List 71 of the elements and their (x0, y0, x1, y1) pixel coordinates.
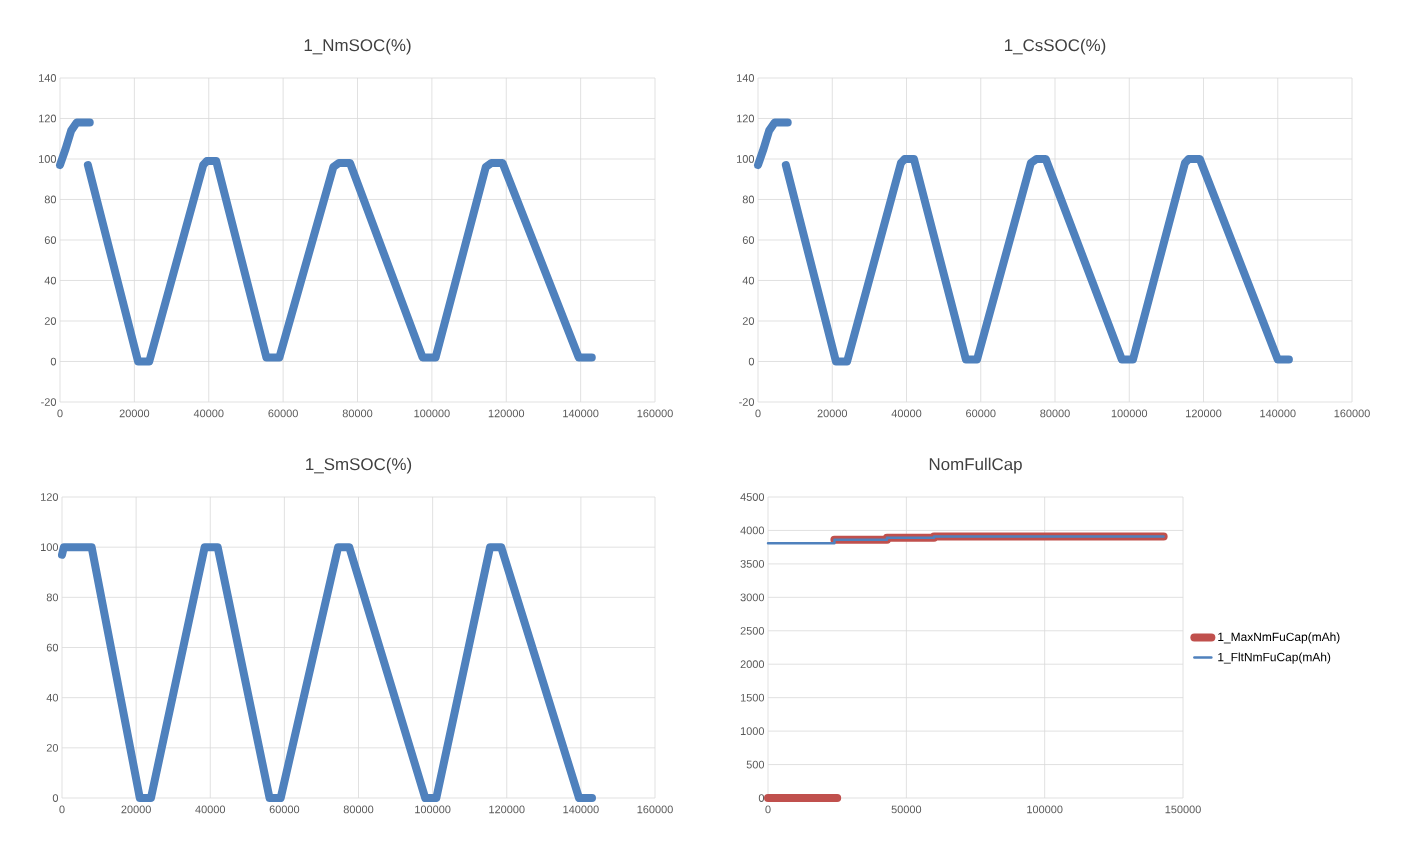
y-tick-label: 120 (39, 114, 57, 123)
x-tick-label: 80000 (342, 409, 373, 418)
x-tick-label: 40000 (891, 409, 922, 418)
x-tick-label: 140000 (563, 805, 599, 814)
y-tick-label: 0 (50, 357, 57, 366)
x-tick-label: 40000 (195, 805, 226, 814)
x-tick-label: 120000 (488, 409, 525, 418)
x-tick-label: 150000 (1165, 805, 1201, 814)
y-tick-label: 0 (758, 794, 765, 802)
y-tick-label: 2000 (740, 660, 765, 669)
x-tick-label: 60000 (966, 409, 996, 418)
y-tick-label: 60 (46, 643, 59, 652)
x-tick-label: 100000 (1027, 805, 1063, 814)
y-tick-label: 1000 (740, 727, 765, 735)
x-tick-label: 0 (765, 805, 771, 814)
y-tick-label: 3500 (740, 560, 765, 568)
x-tick-label: 160000 (637, 805, 673, 814)
x-tick-label: 160000 (1334, 409, 1370, 418)
x-tick-label: 40000 (193, 409, 224, 418)
x-tick-label: 140000 (563, 409, 599, 418)
y-tick-label: 100 (41, 543, 59, 552)
y-tick-label: 2500 (740, 626, 765, 635)
y-tick-label: 100 (737, 155, 755, 163)
y-tick-label: 40 (742, 276, 755, 285)
legend-label: 1_FltNmFuCap(mAh) (1218, 652, 1331, 664)
y-tick-label: -20 (739, 398, 755, 406)
y-tick-label: 3000 (740, 593, 765, 602)
y-tick-label: 140 (39, 74, 57, 82)
chart-title: 1_SmSOC(%) (306, 457, 412, 474)
y-tick-label: 4500 (740, 493, 765, 501)
y-tick-label: -20 (41, 398, 57, 406)
x-tick-label: 60000 (269, 805, 300, 814)
y-tick-label: 140 (737, 74, 755, 82)
y-tick-label: 80 (742, 195, 755, 204)
y-tick-label: 60 (44, 236, 57, 244)
y-tick-label: 20 (44, 317, 57, 325)
y-tick-label: 1500 (740, 693, 765, 702)
y-tick-label: 120 (737, 114, 755, 123)
y-tick-label: 100 (39, 155, 57, 163)
chart-title: 1_CsSOC(%) (1005, 38, 1106, 55)
x-tick-label: 0 (59, 805, 65, 814)
x-tick-label: 100000 (414, 409, 450, 418)
x-tick-label: 120000 (489, 805, 525, 814)
x-tick-label: 80000 (1040, 409, 1070, 418)
line-series (766, 535, 1165, 545)
x-tick-label: 20000 (121, 805, 151, 814)
y-tick-label: 60 (742, 236, 755, 244)
x-tick-label: 20000 (119, 409, 150, 418)
x-tick-label: 60000 (268, 409, 298, 418)
chart-title: NomFullCap (929, 457, 1022, 474)
y-tick-label: 0 (52, 794, 59, 802)
y-tick-label: 4000 (740, 526, 765, 535)
y-tick-label: 80 (46, 593, 59, 602)
y-tick-label: 80 (44, 195, 57, 204)
x-tick-label: 120000 (1186, 409, 1222, 418)
y-tick-label: 20 (46, 743, 59, 752)
y-tick-label: 40 (44, 276, 57, 285)
chart-title: 1_NmSOC(%) (304, 38, 411, 55)
legend-label: 1_MaxNmFuCap(mAh) (1218, 632, 1340, 644)
x-tick-label: 100000 (415, 805, 451, 814)
x-tick-label: 160000 (637, 409, 673, 418)
y-tick-label: 500 (746, 760, 765, 769)
y-tick-label: 0 (748, 357, 755, 366)
y-tick-label: 120 (41, 493, 59, 501)
x-tick-label: 20000 (817, 409, 848, 418)
x-tick-label: 100000 (1111, 409, 1148, 418)
x-tick-label: 50000 (891, 805, 922, 814)
y-tick-label: 20 (742, 317, 755, 325)
x-tick-label: 80000 (343, 805, 374, 814)
y-tick-label: 40 (46, 693, 59, 702)
x-tick-label: 140000 (1260, 409, 1296, 418)
